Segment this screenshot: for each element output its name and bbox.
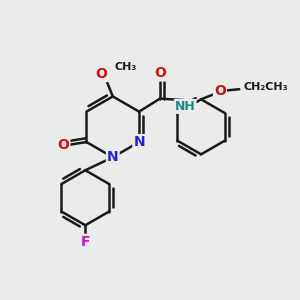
Text: CH₂CH₃: CH₂CH₃ — [244, 82, 288, 92]
Text: O: O — [57, 138, 69, 152]
Text: NH: NH — [175, 100, 196, 113]
Text: N: N — [133, 135, 145, 149]
Text: CH₃: CH₃ — [114, 62, 136, 72]
Text: O: O — [154, 66, 166, 80]
Text: O: O — [95, 67, 107, 81]
Text: N: N — [107, 150, 118, 164]
Text: F: F — [80, 235, 90, 249]
Text: O: O — [214, 84, 226, 98]
